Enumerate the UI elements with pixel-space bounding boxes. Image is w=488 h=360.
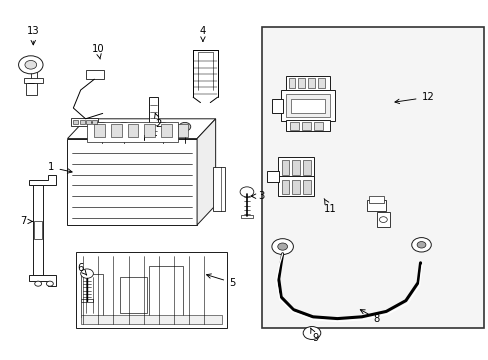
Circle shape (81, 269, 93, 278)
Text: 11: 11 (323, 199, 336, 214)
Bar (266, 171, 279, 182)
Bar (285, 94, 329, 117)
Bar (177, 124, 188, 137)
Text: 10: 10 (91, 44, 104, 59)
Bar (86, 120, 91, 124)
Bar (34, 221, 42, 239)
Polygon shape (197, 119, 215, 225)
Text: 7: 7 (20, 216, 32, 226)
Bar (292, 160, 300, 175)
Bar (31, 65, 37, 79)
Bar (317, 78, 324, 88)
Text: 5: 5 (206, 274, 235, 288)
Circle shape (25, 60, 37, 69)
Circle shape (379, 217, 386, 222)
Circle shape (271, 239, 293, 255)
Circle shape (240, 187, 253, 197)
Circle shape (35, 281, 41, 286)
Bar (127, 124, 138, 137)
Circle shape (411, 238, 430, 252)
Bar (26, 83, 37, 95)
Bar (285, 120, 329, 131)
Circle shape (416, 242, 425, 248)
Bar (94, 124, 105, 137)
Bar (149, 266, 183, 320)
Text: 4: 4 (200, 26, 205, 41)
Circle shape (277, 243, 287, 250)
Bar (81, 315, 222, 324)
Bar (73, 120, 78, 124)
Bar (307, 78, 314, 88)
Circle shape (179, 122, 190, 131)
Bar (81, 274, 102, 317)
Bar (71, 118, 98, 126)
Text: 2: 2 (154, 113, 162, 129)
Bar (366, 200, 386, 211)
Bar (81, 299, 93, 302)
Bar (149, 97, 158, 135)
Bar (289, 122, 298, 130)
Bar (111, 124, 122, 137)
Bar (85, 70, 104, 79)
Bar (33, 185, 43, 275)
Bar (87, 122, 177, 142)
Circle shape (96, 122, 107, 131)
Bar (161, 124, 171, 137)
Bar (67, 139, 197, 225)
Bar (303, 180, 310, 194)
Bar (314, 122, 323, 130)
Polygon shape (29, 275, 56, 286)
Bar (24, 78, 43, 83)
Bar (144, 124, 155, 137)
Text: 9: 9 (310, 328, 318, 343)
Text: 1: 1 (48, 162, 72, 173)
Text: 3: 3 (251, 191, 264, 201)
Circle shape (19, 56, 43, 74)
Bar (277, 176, 314, 196)
Bar (292, 180, 300, 194)
Bar (285, 76, 329, 90)
Bar (288, 78, 295, 88)
Bar (281, 90, 334, 121)
Bar (92, 120, 97, 124)
Circle shape (157, 122, 168, 131)
Bar (272, 99, 283, 113)
Bar (376, 212, 389, 227)
Bar (120, 277, 146, 313)
Bar (290, 99, 325, 113)
Text: 6: 6 (77, 263, 86, 275)
Bar (368, 196, 383, 203)
Bar (281, 160, 289, 175)
Bar (281, 180, 289, 194)
Bar (277, 157, 314, 176)
Circle shape (46, 281, 53, 286)
Bar (298, 78, 305, 88)
Circle shape (303, 327, 320, 339)
Text: 8: 8 (360, 310, 379, 324)
Text: 13: 13 (27, 26, 40, 45)
Bar (80, 120, 84, 124)
Bar (306, 334, 316, 337)
Bar (261, 27, 483, 328)
Text: 12: 12 (394, 92, 433, 104)
Bar (241, 215, 252, 218)
Circle shape (118, 122, 130, 131)
Polygon shape (29, 175, 56, 185)
Bar (303, 160, 310, 175)
Bar (213, 167, 225, 211)
Polygon shape (67, 119, 215, 139)
Bar (302, 122, 310, 130)
Bar (76, 252, 227, 328)
